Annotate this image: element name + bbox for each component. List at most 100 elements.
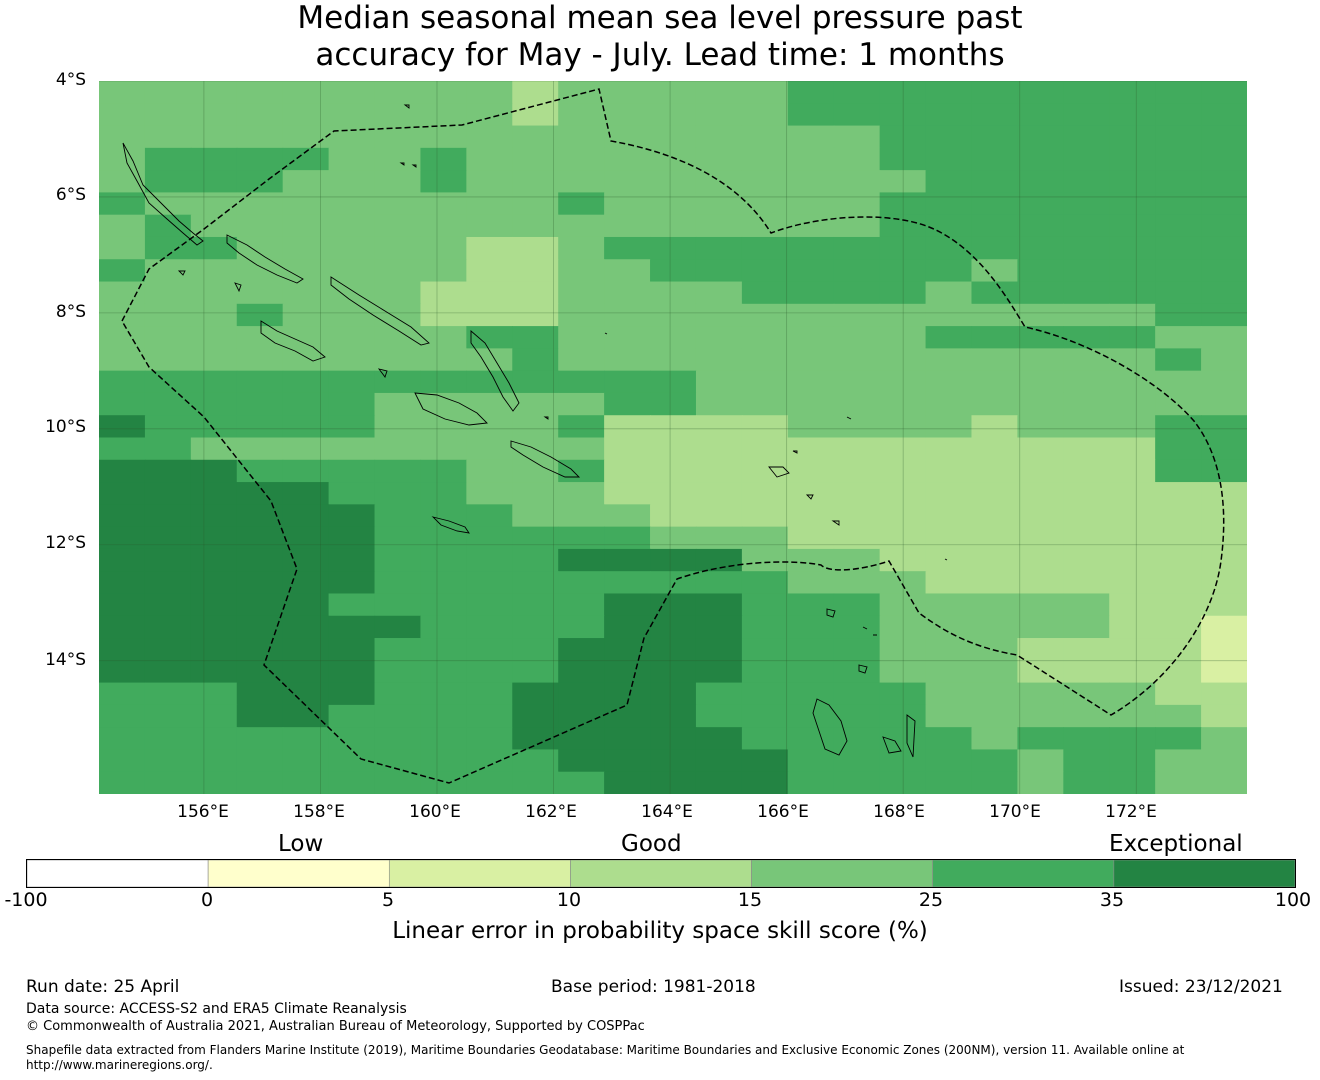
grid-cell — [420, 236, 467, 260]
grid-cell — [420, 615, 467, 639]
grid-cell — [144, 660, 192, 684]
grid-cell — [328, 749, 376, 773]
grid-cell — [695, 704, 743, 728]
grid-cell — [190, 192, 238, 216]
grid-cell — [420, 727, 467, 751]
grid-cell — [971, 370, 1018, 394]
grid-cell — [282, 437, 330, 461]
grid-cell — [1109, 504, 1156, 528]
grid-cell — [466, 482, 513, 505]
grid-cell — [236, 727, 284, 751]
grid-cell — [741, 125, 789, 149]
grid-cell — [512, 170, 559, 194]
lat-label-10s: 10°S — [45, 417, 86, 437]
grid-cell — [99, 704, 146, 728]
grid-cell — [558, 81, 605, 104]
grid-cell — [833, 526, 881, 550]
grid-cell — [1063, 214, 1110, 238]
grid-cell — [144, 548, 192, 572]
grid-cell — [99, 259, 146, 283]
grid-cell — [466, 170, 513, 194]
grid-cell — [650, 482, 697, 505]
lon-label-160e: 160°E — [409, 802, 461, 822]
grid-cell — [741, 749, 789, 773]
grid-cell — [374, 571, 422, 595]
guadalcanal-island-outline — [414, 392, 488, 426]
grid-cell — [466, 593, 513, 617]
grid-cell — [604, 548, 651, 572]
grid-cell — [374, 415, 422, 439]
grid-cell — [971, 326, 1018, 349]
grid-cell — [466, 348, 513, 372]
grid-cell — [879, 638, 927, 661]
skill-score-map — [99, 81, 1247, 794]
grid-cell — [420, 482, 467, 505]
grid-cell — [650, 771, 697, 794]
grid-cell — [604, 771, 651, 794]
grid-cell — [236, 214, 284, 238]
grid-cell — [971, 192, 1018, 216]
grid-cell — [604, 192, 651, 216]
grid-cell — [144, 214, 192, 238]
grid-cell — [99, 526, 146, 550]
grid-cell — [512, 638, 559, 661]
grid-cell — [512, 504, 559, 528]
grid-cell — [328, 415, 376, 439]
grid-cell — [236, 103, 284, 127]
grid-cell — [190, 170, 238, 194]
grid-cell — [604, 727, 651, 751]
grid-cell — [604, 392, 651, 416]
grid-cell — [925, 482, 973, 505]
grid-cell — [833, 704, 881, 728]
grid-cell — [604, 415, 651, 439]
grid-cell — [282, 214, 330, 238]
grid-cell — [879, 459, 927, 483]
grid-cell — [650, 459, 697, 483]
grid-cell — [879, 147, 927, 171]
grid-cell — [99, 214, 146, 238]
grid-cell — [282, 704, 330, 728]
grid-cell — [374, 81, 422, 104]
grid-cell — [328, 192, 376, 216]
efate-island-outline — [906, 714, 916, 758]
grid-cell — [695, 103, 743, 127]
grid-cell — [787, 236, 835, 260]
grid-cell — [190, 370, 238, 394]
grid-cell — [1155, 103, 1202, 127]
malaita-island-outline — [470, 330, 520, 412]
grid-cell — [420, 682, 467, 706]
grid-cell — [1017, 147, 1064, 171]
colorbar-tick-35: 35 — [1099, 889, 1125, 911]
grid-cell — [833, 727, 881, 751]
grid-cell — [328, 437, 376, 461]
grid-cell — [650, 348, 697, 372]
grid-cell — [925, 125, 973, 149]
colorbar-tick-15: 15 — [737, 889, 763, 911]
grid-cell — [558, 281, 605, 305]
grid-cell — [99, 125, 146, 149]
grid-cell — [833, 771, 881, 794]
grid-cell — [695, 147, 743, 171]
grid-cell — [925, 437, 973, 461]
grid-cell — [604, 236, 651, 260]
grid-cell — [466, 660, 513, 684]
grid-cell — [512, 147, 559, 171]
grid-cell — [650, 103, 697, 127]
grid-cell — [650, 192, 697, 216]
grid-cell — [282, 459, 330, 483]
grid-cell — [1109, 548, 1156, 572]
grid-cell — [236, 81, 284, 104]
grid-cell — [282, 370, 330, 394]
grid-cell — [374, 704, 422, 728]
colorbar-bin — [1113, 859, 1296, 888]
grid-cell — [558, 727, 605, 751]
grid-cell — [741, 459, 789, 483]
grid-cell — [190, 504, 238, 528]
grid-cell — [282, 593, 330, 617]
grid-cell — [741, 103, 789, 127]
grid-cell — [650, 682, 697, 706]
grid-cell — [695, 125, 743, 149]
grid-cell — [466, 682, 513, 706]
grid-cell — [190, 303, 238, 327]
grid-cell — [1155, 593, 1202, 617]
